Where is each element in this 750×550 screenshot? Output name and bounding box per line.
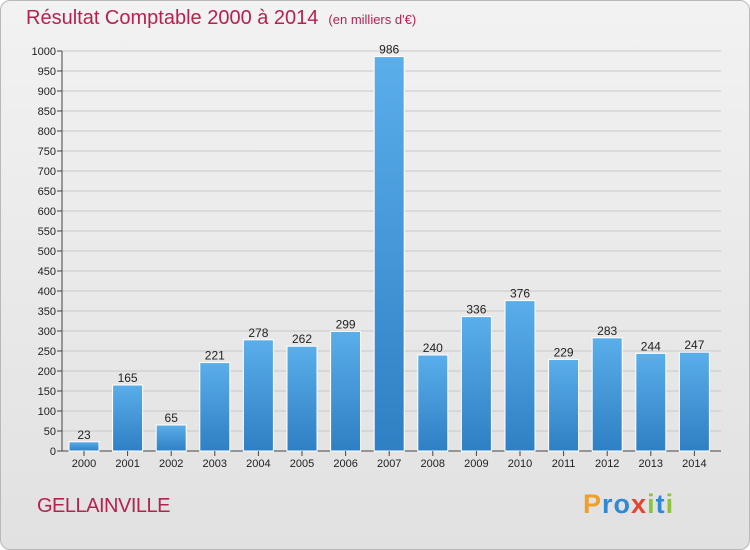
bar-2009 [460,316,492,452]
y-tick-label: 0 [50,446,56,458]
bar-2007 [373,56,405,452]
y-tick-label: 750 [38,146,56,158]
x-tick-label-2006: 2006 [333,458,357,470]
value-label-2003: 221 [205,349,225,363]
value-label-2013: 244 [641,339,661,353]
value-label-2004: 278 [248,326,268,340]
y-tick-label: 700 [38,166,56,178]
bar-2002 [155,424,187,452]
y-tick-label: 300 [38,326,56,338]
x-tick-label-2012: 2012 [595,458,619,470]
x-tick-label-2010: 2010 [508,458,532,470]
x-tick-label-2000: 2000 [72,458,96,470]
logo-letter: i [665,489,675,519]
bar-2001 [112,384,144,452]
x-tick-label-2008: 2008 [421,458,445,470]
value-label-2011: 229 [554,345,574,359]
y-tick-label: 150 [38,386,56,398]
logo-letter: t [655,489,666,519]
chart-subtitle: (en milliers d'€) [328,12,417,27]
x-tick-label-2001: 2001 [115,458,139,470]
logo-letter: x [631,489,648,519]
value-label-2012: 283 [597,324,617,338]
x-tick-label-2002: 2002 [159,458,183,470]
bar-2004 [242,339,274,452]
logo-letter: r [602,489,614,519]
value-label-2002: 65 [165,411,179,425]
bar-2010 [504,300,536,452]
logo-letter: P [583,489,603,519]
y-tick-label: 450 [38,266,56,278]
y-tick-label: 1000 [32,46,56,58]
bar-2006 [330,330,362,452]
y-tick-label: 500 [38,246,56,258]
y-tick-label: 100 [38,406,56,418]
logo-letter: i [647,489,656,519]
value-label-2010: 376 [510,287,530,301]
bar-2005 [286,345,318,452]
bar-2012 [591,337,623,452]
value-label-2001: 165 [118,371,138,385]
value-label-2007: 986 [379,43,399,57]
y-tick-label: 650 [38,186,56,198]
x-tick-label-2013: 2013 [639,458,663,470]
y-tick-label: 200 [38,366,56,378]
bar-2000 [68,441,100,452]
x-tick-label-2011: 2011 [552,458,576,470]
x-tick-label-2005: 2005 [290,458,314,470]
bar-2011 [548,358,580,452]
chart-title: Résultat Comptable 2000 à 2014 (en millie… [26,7,416,30]
x-tick-label-2009: 2009 [464,458,488,470]
value-label-2008: 240 [423,341,443,355]
x-tick-label-2004: 2004 [246,458,270,470]
bar-2014 [678,351,710,452]
y-tick-label: 950 [38,66,56,78]
y-tick-label: 850 [38,106,56,118]
value-label-2009: 336 [466,303,486,317]
bar-2003 [199,362,231,452]
value-label-2006: 299 [336,317,356,331]
bar-2008 [417,354,449,452]
y-tick-label: 900 [38,86,56,98]
y-tick-label: 350 [38,306,56,318]
proxiti-logo: Proxiti [583,489,674,520]
chart-title-text: Résultat Comptable 2000 à 2014 [26,7,319,29]
x-tick-label-2007: 2007 [377,458,401,470]
x-tick-label-2003: 2003 [203,458,227,470]
commune-name: GELLAINVILLE [37,495,170,517]
bar-2013 [635,352,667,452]
x-tick-label-2014: 2014 [682,458,706,470]
y-tick-label: 400 [38,286,56,298]
value-label-2000: 23 [77,428,91,442]
value-label-2005: 262 [292,332,312,346]
y-tick-label: 250 [38,346,56,358]
y-tick-label: 550 [38,226,56,238]
y-tick-label: 50 [44,426,56,438]
y-tick-label: 600 [38,206,56,218]
y-tick-label: 800 [38,126,56,138]
logo-letter: o [613,489,632,519]
value-label-2014: 247 [684,338,704,352]
